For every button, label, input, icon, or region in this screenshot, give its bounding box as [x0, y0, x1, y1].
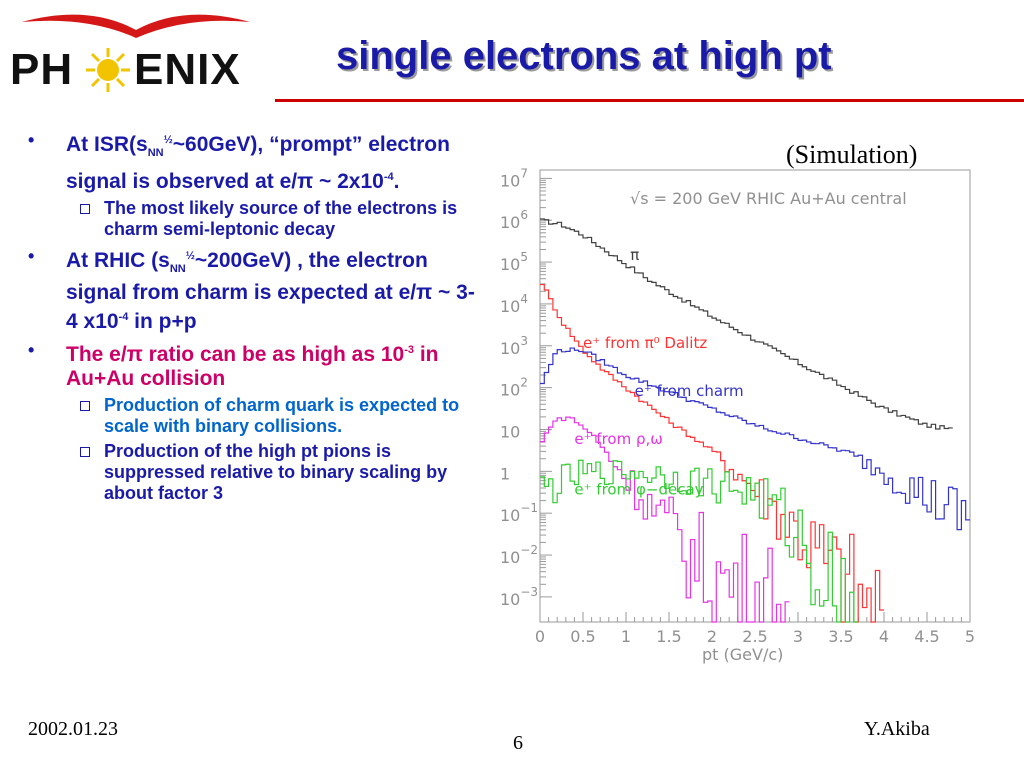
x-tick-label: 1 — [621, 627, 631, 646]
title-rule — [275, 99, 1024, 102]
plot-frame — [539, 169, 971, 623]
bullet-3: The e/π ratio can be as high as 10-3 in … — [28, 338, 476, 504]
series-line — [540, 459, 859, 623]
y-tick-label: 104 — [500, 292, 528, 316]
y-tick-label: 107 — [500, 166, 528, 190]
footer-author: Y.Akiba — [864, 718, 930, 740]
bullet-1: At ISR(sNN½~60GeV), “prompt” electron si… — [28, 128, 476, 240]
sun-icon — [86, 48, 130, 92]
sub-bullet-1-1: The most likely source of the electrons … — [66, 198, 476, 240]
x-tick-label: 4.5 — [914, 627, 939, 646]
logo-swoosh — [22, 14, 250, 38]
spectrum-chart: 0 0.5 1 1.5 2 2.5 3 3.5 4 4.5 5 107 106 105 104 103 102 1… — [500, 166, 975, 664]
y-tick-label: 106 — [500, 208, 528, 232]
x-tick-label: 0 — [535, 627, 545, 646]
simulation-label: (Simulation) — [786, 140, 918, 169]
series-line — [540, 347, 970, 531]
series-line — [540, 283, 884, 623]
sub-bullet-3-1: Production of charm quark is expected to… — [66, 395, 476, 437]
sub-bullet-3-2: Production of the high pt pions is suppr… — [66, 441, 476, 504]
y-tick-label: 103 — [500, 334, 528, 358]
bullet-2: At RHIC (sNN½~200GeV) , the electron sig… — [28, 244, 476, 334]
logo-text-right: ENIX — [134, 45, 241, 94]
y-tick-label: 102 — [500, 376, 528, 400]
y-tick-label: 10 — [500, 422, 520, 441]
y-tick-label: 10−3 — [500, 585, 538, 609]
chart-title: √s = 200 GeV RHIC Au+Au central — [630, 189, 907, 208]
x-tick-label: 2.5 — [742, 627, 767, 646]
series-label: π — [630, 246, 639, 264]
y-tick-label: 105 — [500, 250, 528, 274]
x-tick-label: 3 — [793, 627, 803, 646]
x-tick-label: 3.5 — [828, 627, 853, 646]
series-label: e⁺ from ρ,ω — [574, 430, 662, 448]
series-label: e⁺ from π⁰ Dalitz — [583, 334, 707, 352]
footer-date: 2002.01.23 — [28, 718, 118, 740]
bullet-list: At ISR(sNN½~60GeV), “prompt” electron si… — [28, 128, 476, 508]
series-label: e⁺ from φ−decay — [574, 480, 703, 498]
page-number: 6 — [513, 732, 523, 754]
y-tick-label: 10−2 — [500, 543, 538, 567]
x-tick-label: 0.5 — [570, 627, 595, 646]
series-line — [540, 218, 953, 430]
slide-title: single electrons at high pt — [336, 34, 832, 78]
series-label: e⁺ from charm — [635, 382, 744, 400]
y-tick-label: 1 — [500, 464, 510, 483]
x-tick-label: 4 — [879, 627, 889, 646]
x-tick-label: 1.5 — [656, 627, 681, 646]
x-axis-label: pt (GeV/c) — [702, 645, 783, 664]
series-line — [540, 416, 790, 623]
logo-text-left: PH — [10, 45, 73, 94]
x-tick-label: 2 — [707, 627, 717, 646]
phenix-logo: PH ENIX — [0, 0, 275, 100]
y-tick-label: 10−1 — [500, 501, 538, 525]
x-tick-label: 5 — [965, 627, 975, 646]
